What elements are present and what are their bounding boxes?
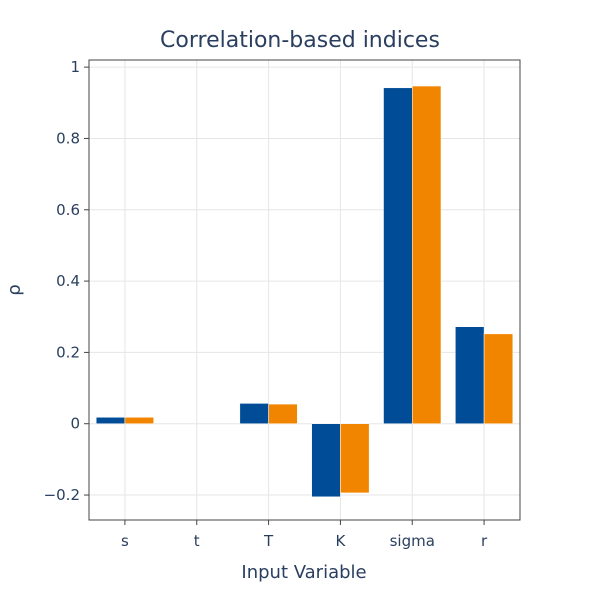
x-tick-label: K xyxy=(335,532,346,550)
x-tick-label: t xyxy=(194,532,200,550)
bar-s-series-1 xyxy=(95,417,126,424)
grid xyxy=(89,60,520,520)
y-tick-label: 0 xyxy=(70,415,80,433)
bar-r-series-2 xyxy=(483,333,514,424)
plot-frame xyxy=(88,59,521,521)
y-tick-label: 0.4 xyxy=(56,272,80,290)
y-axis-ticks: −0.2 0 0.2 0.4 0.6 0.8 1 xyxy=(44,58,89,504)
bars xyxy=(95,85,514,498)
bar-s-series-2 xyxy=(124,417,154,424)
chart-title: Correlation-based indices xyxy=(160,28,440,53)
y-tick-label: 0.2 xyxy=(56,343,80,361)
y-axis-title: ρ xyxy=(4,284,25,295)
bar-sigma-series-1 xyxy=(383,87,413,424)
bar-T-series-2 xyxy=(268,403,298,424)
x-tick-label: sigma xyxy=(390,532,435,550)
bar-T-series-1 xyxy=(239,403,269,424)
x-tick-label: T xyxy=(263,532,274,550)
bar-K-series-1 xyxy=(311,423,341,498)
x-tick-label: r xyxy=(481,532,488,550)
x-axis-title: Input Variable xyxy=(241,562,366,583)
y-tick-label: 1 xyxy=(70,58,80,76)
y-tick-label: 0.6 xyxy=(56,201,80,219)
x-tick-label: s xyxy=(121,532,129,550)
bar-sigma-series-2 xyxy=(412,85,442,424)
bar-r-series-1 xyxy=(455,326,485,424)
y-tick-label: −0.2 xyxy=(44,486,80,504)
y-tick-label: 0.8 xyxy=(56,129,80,147)
bar-K-series-2 xyxy=(340,423,370,494)
